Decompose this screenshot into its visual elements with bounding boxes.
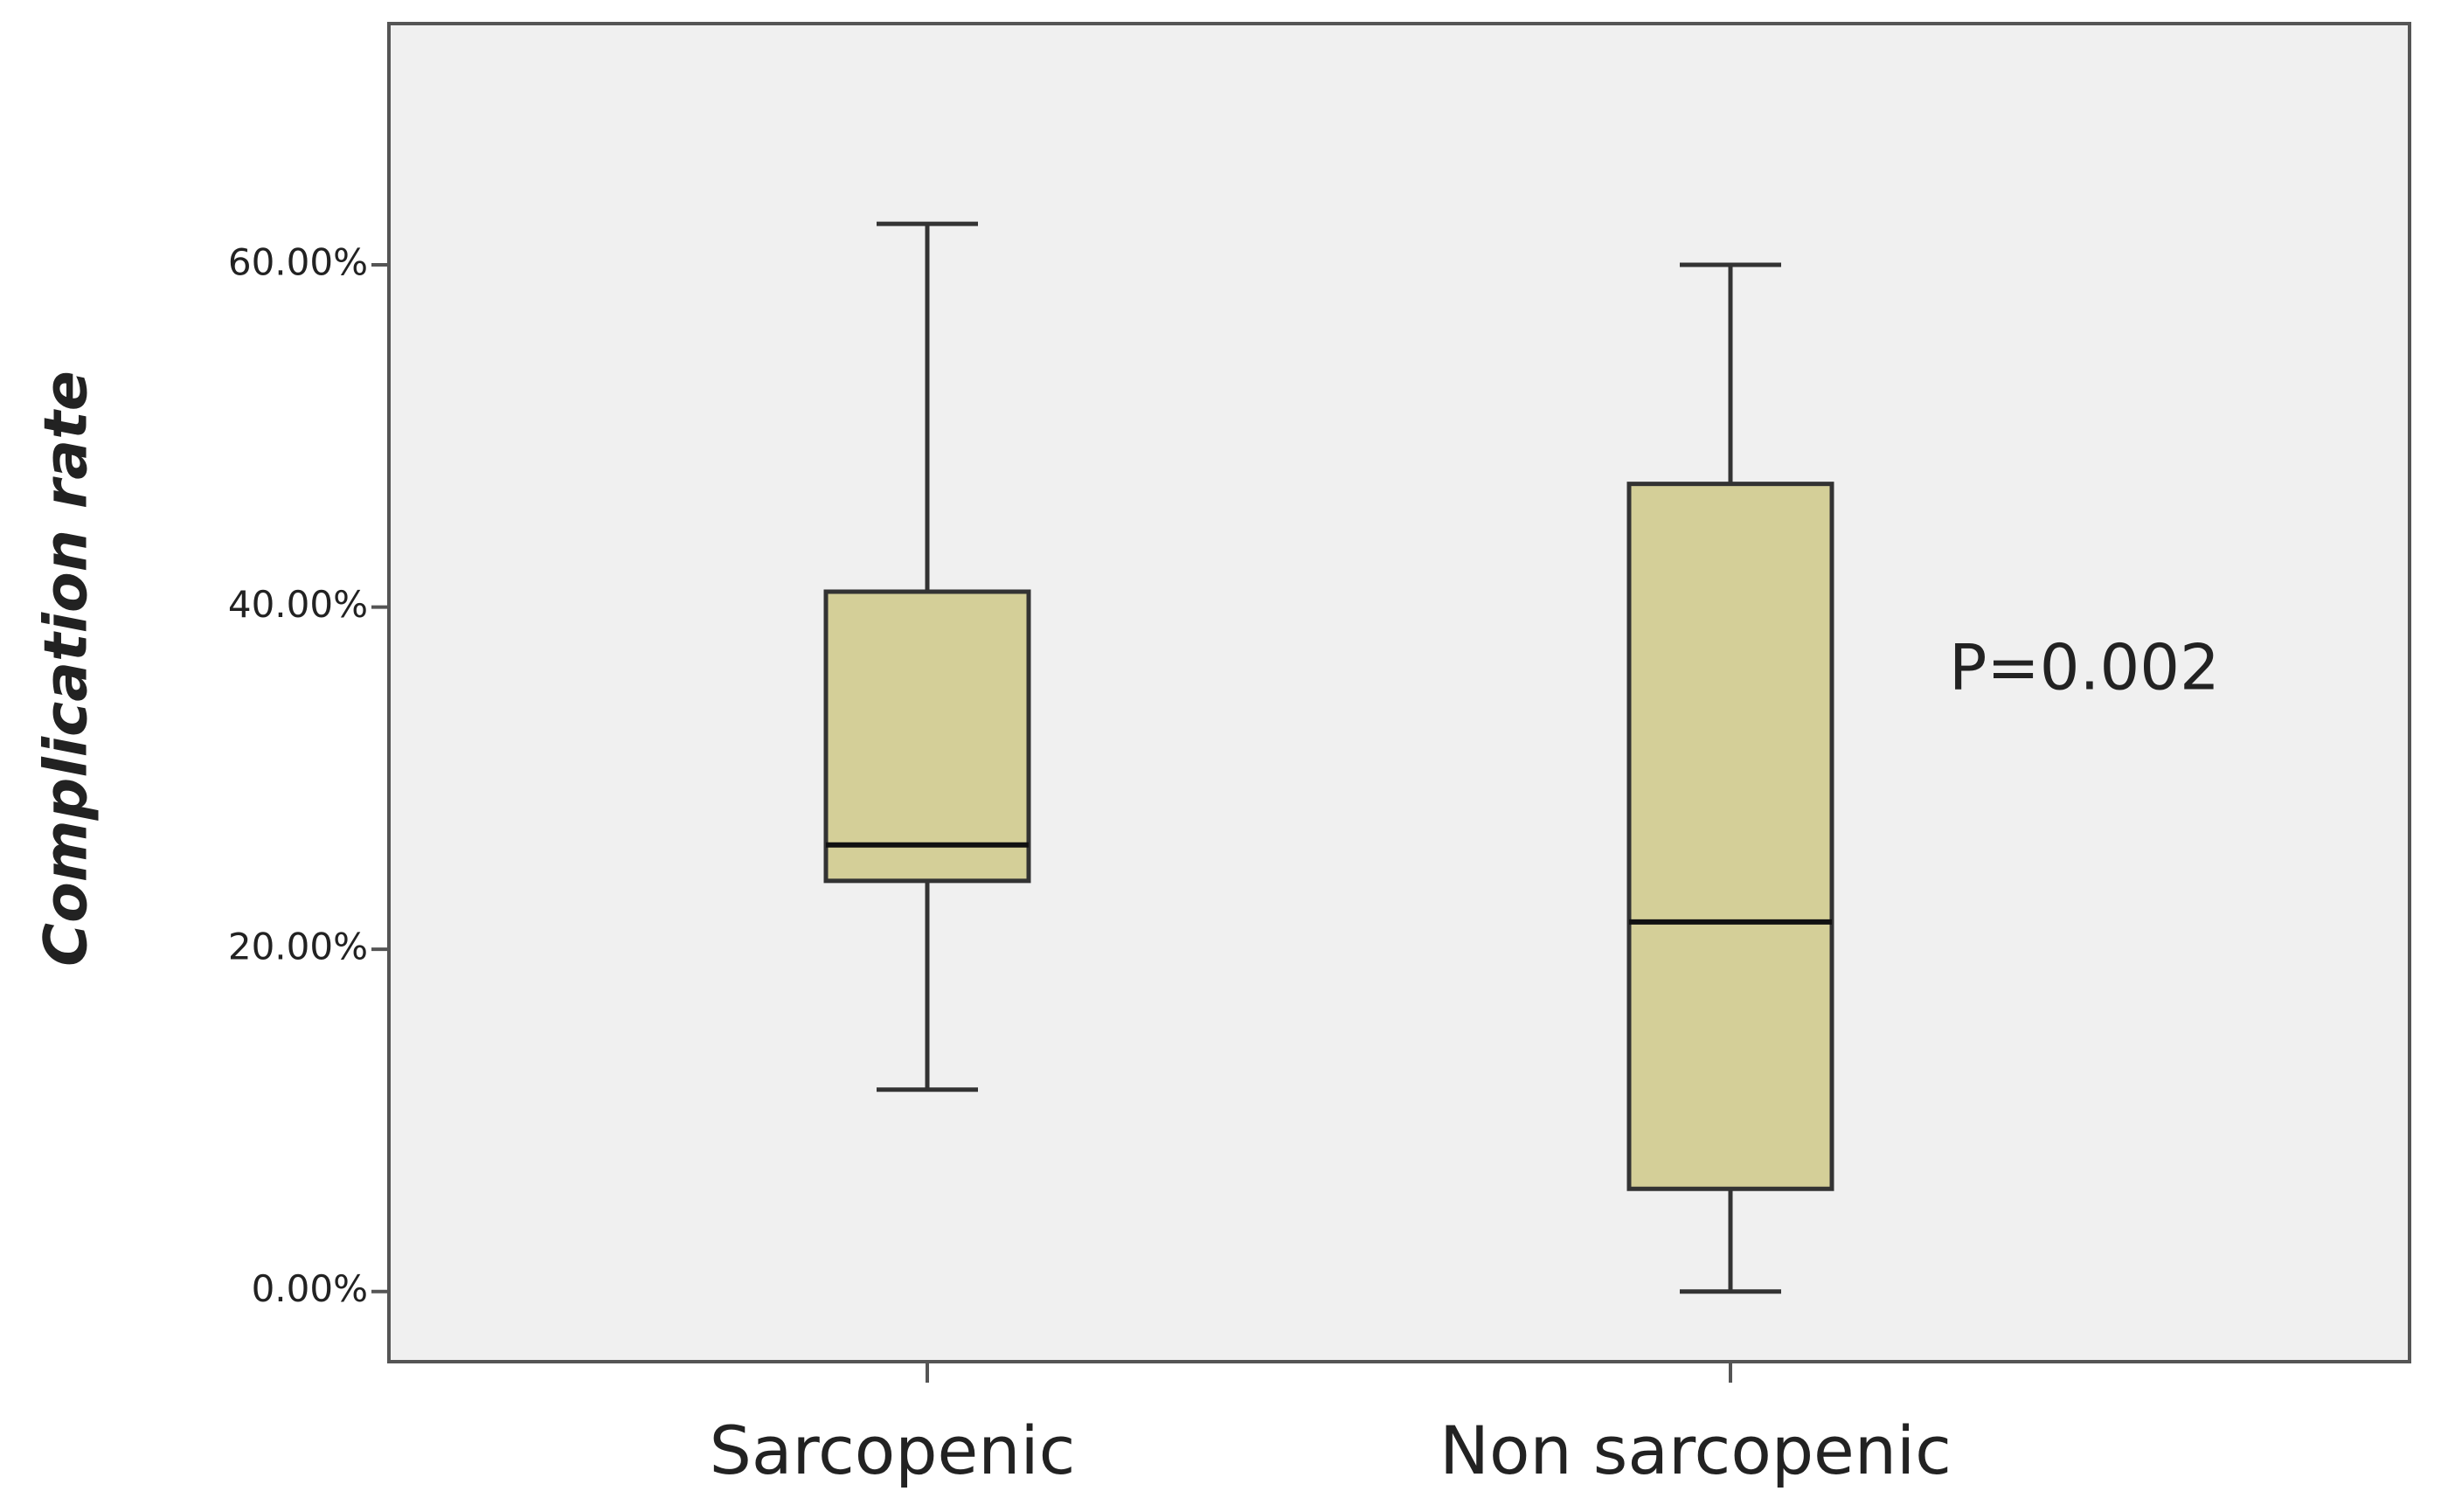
box — [823, 589, 1031, 884]
y-tick-label: 60.00% — [228, 241, 368, 284]
x-tick-label: Non sarcopenic — [1439, 1411, 1952, 1489]
plot-area — [387, 22, 2411, 1363]
y-axis-label: Complication rate — [32, 371, 101, 967]
x-tick-label: Sarcopenic — [710, 1411, 1076, 1489]
annotation: P=0.002 — [1949, 631, 2220, 704]
y-tick-label: 20.00% — [228, 926, 368, 968]
y-tick-label: 0.00% — [252, 1267, 368, 1310]
box — [1626, 482, 1834, 1191]
y-tick-label: 40.00% — [228, 583, 368, 626]
